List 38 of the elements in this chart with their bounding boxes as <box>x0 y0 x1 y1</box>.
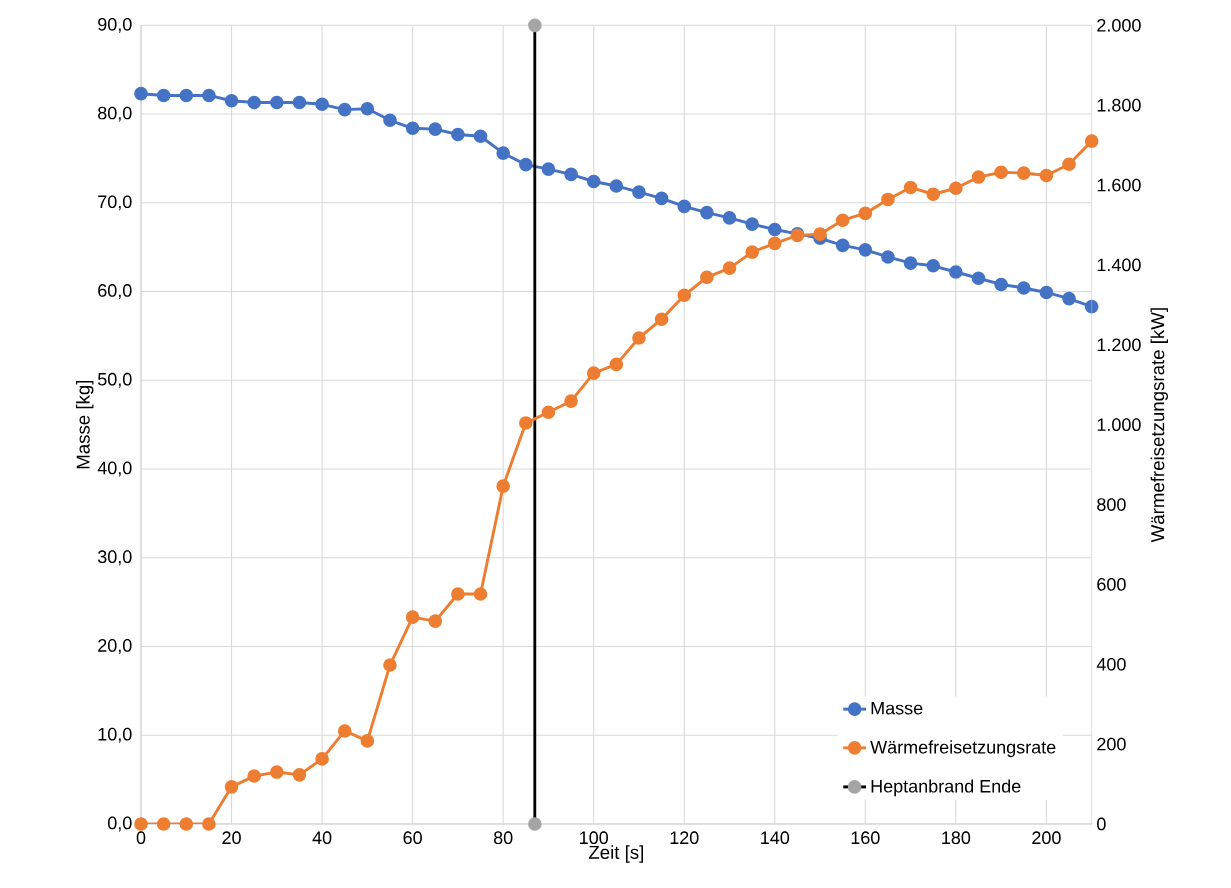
y-tick-label: 30,0 <box>97 550 132 566</box>
y2-tick-label: 2.000 <box>1097 18 1141 32</box>
x-tick-label: 40 <box>312 831 332 845</box>
y-axis-title: Masse [kg] <box>76 380 94 469</box>
y2-axis-title: Wärmefreisetzungsrate [kW] <box>1150 308 1168 543</box>
x-tick-label: 80 <box>493 831 513 845</box>
x-axis-title: Zeit [s] <box>588 845 643 863</box>
y2-tick-label: 600 <box>1097 578 1126 591</box>
y-tick-label: 0,0 <box>107 816 132 832</box>
y2-tick-label: 1.000 <box>1097 418 1141 432</box>
y2-tick-label: 0 <box>1097 817 1106 831</box>
x-tick-label: 200 <box>1032 831 1061 845</box>
y2-tick-label: 1.600 <box>1097 178 1141 192</box>
y-tick-label: 40,0 <box>97 461 132 477</box>
x-tick-label: 20 <box>222 831 241 845</box>
y2-tick-label: 1.200 <box>1097 338 1141 352</box>
y2-tick-label: 400 <box>1096 657 1126 671</box>
x-tick-label: 100 <box>580 831 609 845</box>
legend-label: Heptanbrand Ende <box>871 779 1021 797</box>
y2-tick-label: 800 <box>1097 498 1126 511</box>
y-tick-label: 70,0 <box>98 195 132 211</box>
x-tick-label: 160 <box>851 831 880 845</box>
x-tick-label: 180 <box>942 831 971 845</box>
x-tick-label: 120 <box>670 831 699 845</box>
y-tick-label: 20,0 <box>98 639 132 654</box>
legend-label: Wärmefreisetzungsrate <box>870 740 1056 758</box>
y-tick-label: 10,0 <box>98 727 132 743</box>
y2-tick-label: 200 <box>1097 737 1126 751</box>
y2-tick-label: 1.800 <box>1097 98 1141 112</box>
x-tick-label: 60 <box>403 831 422 845</box>
y-tick-label: 90,0 <box>98 17 132 33</box>
y-tick-label: 80,0 <box>98 106 132 122</box>
x-tick-label: 140 <box>761 831 790 845</box>
y-tick-label: 60,0 <box>98 284 132 299</box>
y-tick-label: 50,0 <box>97 372 132 388</box>
y2-tick-label: 1.400 <box>1097 258 1141 272</box>
x-tick-label: 0 <box>136 831 146 845</box>
legend-label: Masse <box>871 701 923 715</box>
